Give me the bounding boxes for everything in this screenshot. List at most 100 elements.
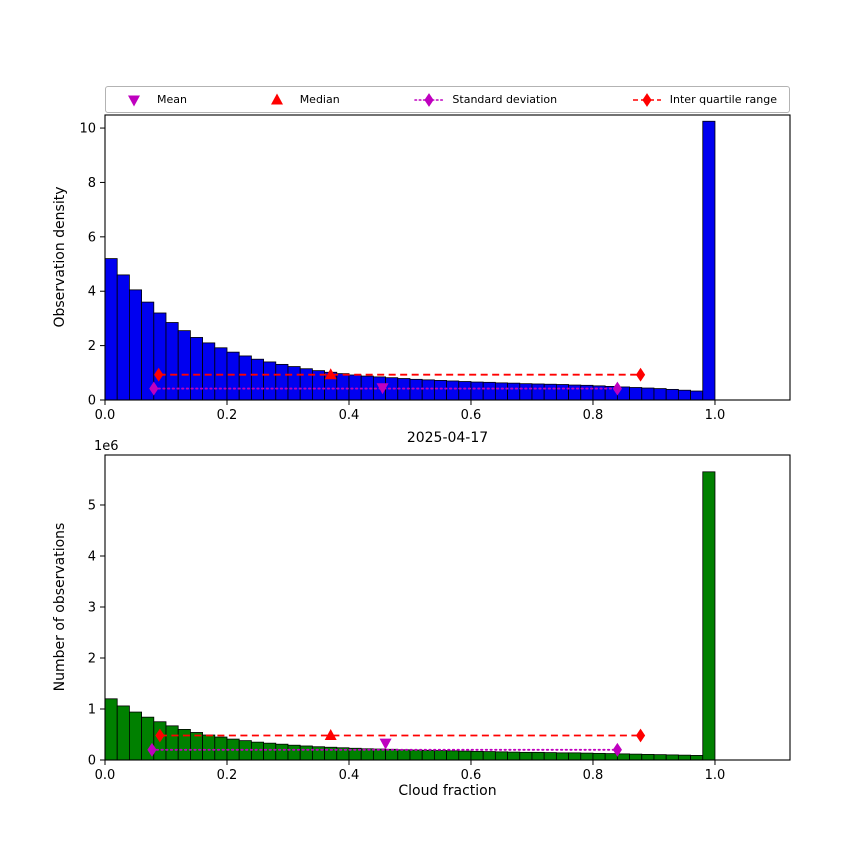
histogram-bar (128, 289, 142, 401)
x-tick-label: 0.6 (461, 768, 482, 783)
histogram-bar (470, 381, 484, 401)
x-tick-label: 1.0 (705, 768, 726, 783)
histogram-bar (226, 351, 240, 401)
histogram-bar (702, 471, 716, 761)
y-tick-label: 2 (88, 339, 96, 354)
histogram-bar (482, 381, 496, 401)
histogram-bar (433, 750, 447, 761)
x-tick-label: 0.8 (583, 408, 604, 423)
diamond-icon (642, 92, 652, 107)
histogram-bar (555, 384, 569, 401)
histogram-bar (385, 377, 399, 401)
x-tick-label: 0.8 (583, 768, 604, 783)
histogram-bar (348, 374, 362, 401)
axes-bottom: 0.0 0.2 0.4 0.6 0.8 1.0 0 1 2 3 4 5 (88, 454, 791, 783)
histogram-bar (177, 330, 191, 401)
y-tick-label: 8 (88, 176, 96, 191)
histogram-bar (177, 729, 191, 761)
x-axis-label: Cloud fraction (398, 783, 497, 799)
median-marker (324, 368, 337, 380)
histogram-bar (263, 361, 277, 401)
x-tick-label: 0.0 (95, 408, 116, 423)
histogram-bar (421, 379, 435, 401)
y-tick-label: 4 (88, 285, 96, 300)
x-tick-label: 0.6 (461, 408, 482, 423)
diamond-icon (632, 92, 661, 107)
histogram-bar (470, 750, 484, 761)
legend-item: Inter quartile range (631, 92, 777, 107)
y-tick-label: 0 (88, 754, 96, 769)
legend-item: Standard deviation (413, 92, 558, 107)
y-tick-label: 5 (88, 498, 96, 513)
histogram-bar (580, 752, 594, 761)
axis-ticks: 0.0 0.2 0.4 0.6 0.8 1.0 0 1 2 3 4 5 (88, 498, 726, 783)
legend-label: Standard deviation (452, 93, 558, 106)
histogram-bar (494, 382, 508, 401)
x-tick-label: 0.4 (339, 768, 360, 783)
y-tick-label: 0 (88, 394, 96, 409)
median-marker (324, 729, 337, 741)
histogram-bar (250, 741, 264, 761)
histogram-bar (531, 751, 545, 761)
legend: Mean Median Standard deviation Inter quarti… (105, 86, 790, 113)
histogram-bar (409, 378, 423, 401)
axes-top: 0.0 0.2 0.4 0.6 0.8 1.0 0 2 4 6 8 10 (79, 114, 791, 423)
histogram-bar (629, 753, 643, 761)
x-tick-label: 0.4 (339, 408, 360, 423)
std-diamond-right (612, 381, 622, 396)
histogram-bars (104, 471, 716, 761)
histogram-bar (421, 749, 435, 761)
histogram-bar (202, 342, 216, 401)
histogram-bar (641, 753, 655, 761)
legend-item: Median (261, 93, 340, 107)
iqr-diamond-left (154, 367, 164, 382)
histogram-bar (507, 751, 521, 761)
histogram-bar (616, 753, 630, 761)
histogram-bar (128, 711, 142, 761)
x-tick-label: 0.2 (217, 768, 238, 783)
histogram-bar (336, 747, 350, 761)
histogram-bar (104, 258, 118, 401)
legend-label: Inter quartile range (669, 93, 777, 106)
axis-ticks: 0.0 0.2 0.4 0.6 0.8 1.0 0 2 4 6 8 10 (79, 122, 725, 423)
legend-label: Mean (157, 93, 187, 106)
histogram-bar (287, 366, 301, 401)
axes-frame (104, 114, 791, 401)
histogram-bar (629, 387, 643, 401)
histogram-bar (299, 368, 313, 401)
x-tick-label: 1.0 (705, 408, 726, 423)
histogram-bar (299, 745, 313, 761)
histogram-bar (189, 337, 203, 401)
y-tick-label: 2 (88, 651, 96, 666)
histogram-bar (263, 742, 277, 761)
histogram-bar (604, 753, 618, 761)
histogram-bar (104, 698, 118, 761)
histogram-bar (653, 388, 667, 401)
bottom-plot-title: 2025-04-17 (406, 430, 489, 446)
histogram-bar (275, 363, 289, 401)
histogram-bar (665, 388, 679, 401)
histogram-bar (592, 385, 606, 401)
axes-frame (104, 454, 791, 761)
histogram-bar (165, 725, 179, 761)
histogram-bar (446, 750, 460, 761)
diamond-icon (424, 92, 435, 107)
histogram-bar (702, 120, 716, 401)
histogram-bar (677, 389, 691, 401)
histogram-bar (238, 355, 252, 401)
histogram-bar (397, 749, 411, 761)
mean-marker (376, 383, 389, 395)
histogram-bar (287, 744, 301, 761)
histogram-bar (385, 748, 399, 761)
histogram-bar (555, 752, 569, 761)
y-axis-offset-text: 1e6 (94, 439, 119, 454)
triangle-down-icon (128, 95, 140, 106)
triangle-up-icon (270, 93, 283, 104)
histogram-bar (677, 754, 691, 761)
histogram-bar (202, 734, 216, 761)
histogram-bar (116, 274, 130, 401)
histogram-bar (409, 749, 423, 761)
iqr-diamond-right (635, 728, 646, 743)
